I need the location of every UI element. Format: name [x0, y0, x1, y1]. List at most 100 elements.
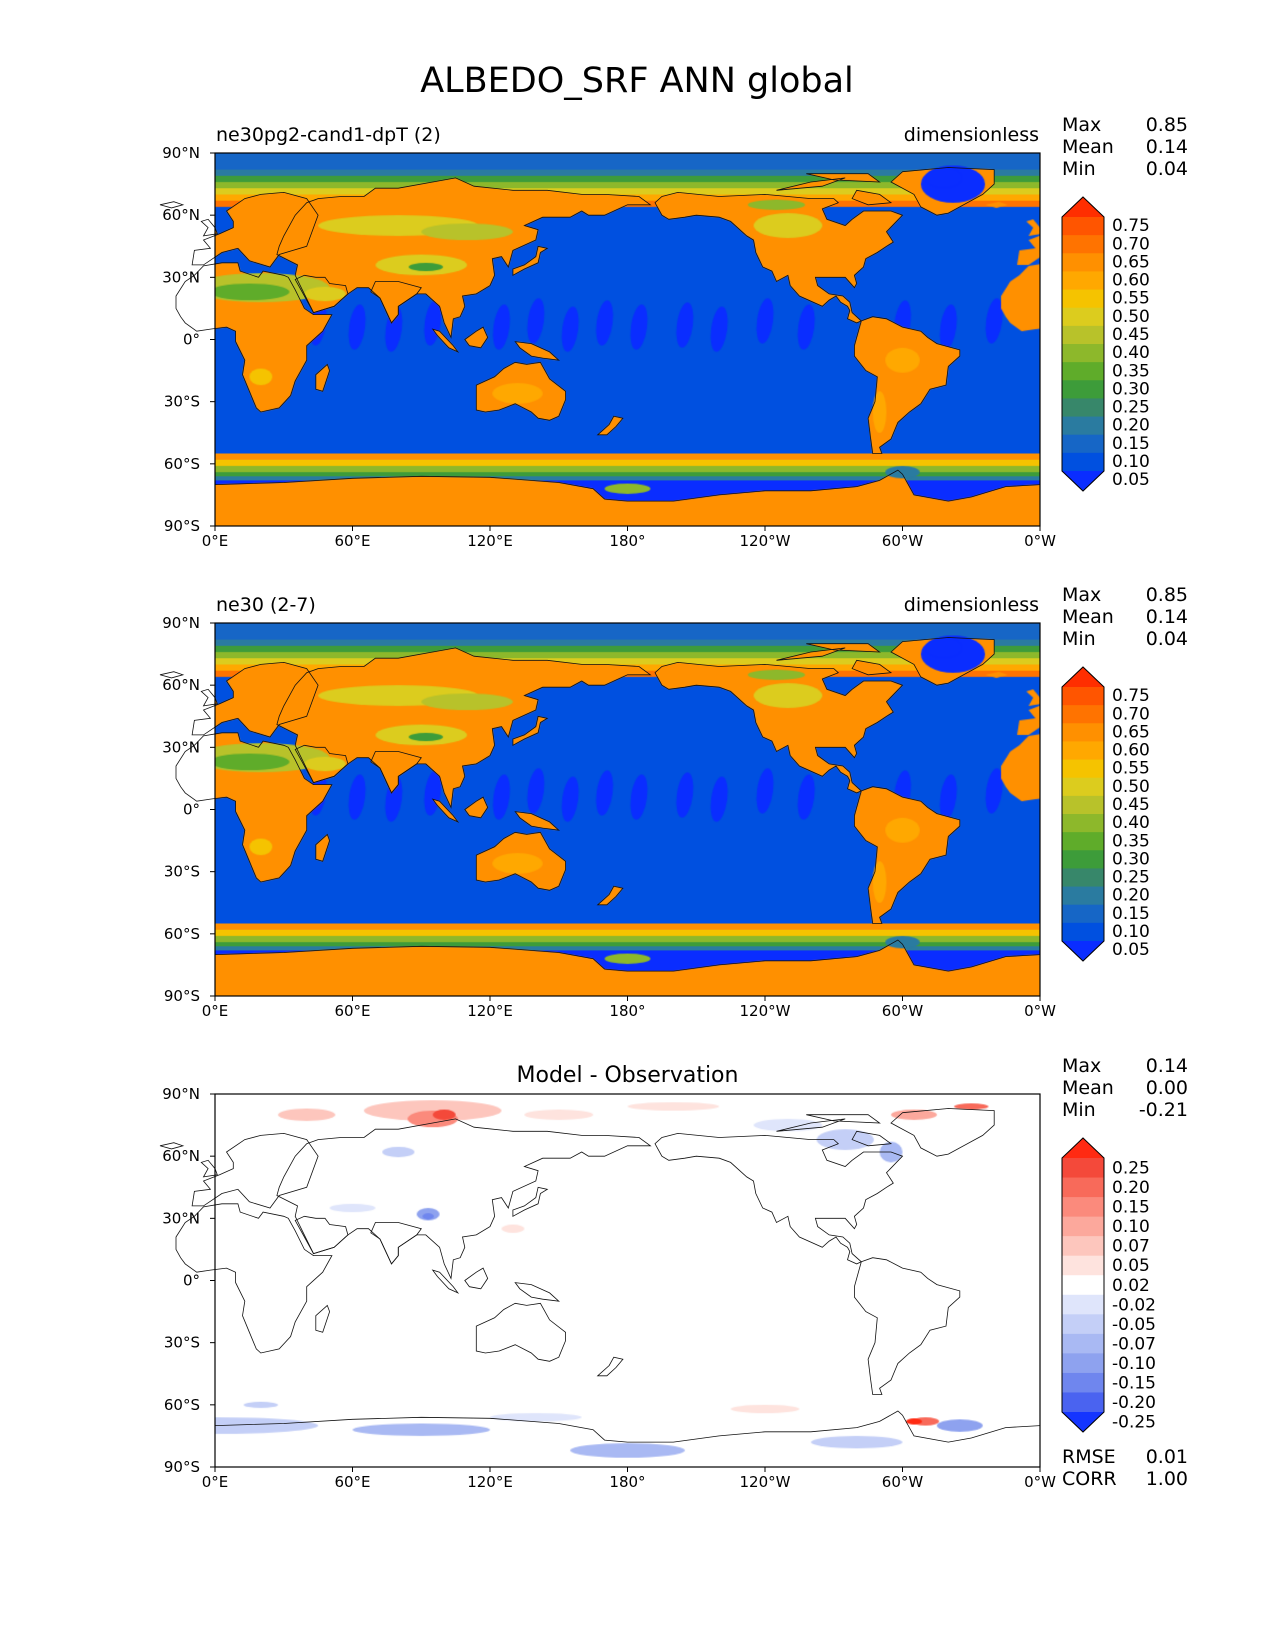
coast-madagascar — [315, 363, 331, 392]
colorbar-swatch — [1062, 325, 1104, 345]
colorbar-swatch — [1062, 1372, 1104, 1394]
colorbar-swatch — [1062, 398, 1104, 418]
colorbar-swatch — [1062, 217, 1104, 236]
lat-tick-label: 30°S — [164, 1334, 200, 1352]
lon-tick-label: 180° — [609, 1473, 645, 1491]
coast-borneo — [464, 1267, 489, 1290]
lon-tick-label: 60°E — [334, 1473, 370, 1491]
colorbar-swatch — [1062, 741, 1104, 761]
coast-britain — [200, 688, 218, 707]
colorbar-swatch — [1062, 1353, 1104, 1374]
coast-arctic1 — [776, 647, 846, 661]
coast-iceland — [159, 1142, 185, 1150]
colorbar-level-label: 0.10 — [1112, 452, 1150, 472]
colorbar-level-label: 0.20 — [1112, 416, 1150, 436]
lon-tick-label: 180° — [609, 1002, 645, 1020]
colorbar-outline — [1061, 196, 1105, 492]
colorbar-extend-bottom — [1062, 941, 1104, 961]
lon-tick-label: 60°E — [334, 1002, 370, 1020]
colorbar-level-label: 0.15 — [1112, 904, 1150, 924]
stat-label: Mean — [1062, 136, 1114, 158]
lat-tick-label: 0° — [183, 1272, 200, 1290]
coastline-0 — [159, 167, 1041, 502]
lon-tick-label: 0°E — [202, 1002, 229, 1020]
coast-sumatra — [431, 798, 460, 823]
colorbar-swatch — [1062, 1255, 1104, 1276]
stat-value: -0.21 — [1139, 1099, 1188, 1121]
panels: 0°E 60°E 120°E 180° 120°W 60°W 0°W 90°N 60°N 30°N… — [159, 114, 1188, 1491]
coast-samerica — [854, 316, 961, 454]
stat-label: Min — [1062, 628, 1096, 650]
stat-label: Min — [1062, 158, 1096, 180]
coast-arctic3 — [851, 659, 893, 676]
coast-india — [370, 751, 422, 794]
colorbar-level-label: 0.15 — [1112, 434, 1150, 454]
colorbar-level-label: -0.20 — [1112, 1393, 1156, 1413]
lat-tick-label: 90°N — [162, 614, 200, 632]
coast-arctic2 — [806, 643, 881, 653]
colorbar-level-label: 0.05 — [1112, 1256, 1150, 1276]
coast-antarctica — [214, 939, 1041, 972]
coast-arctic3 — [851, 1130, 893, 1147]
colorbar-swatch — [1062, 1314, 1104, 1335]
coast-namerica — [654, 661, 904, 794]
coast-sumatra — [431, 1269, 460, 1294]
stat-value: 0.85 — [1146, 114, 1188, 136]
colorbar-level-label: 0.30 — [1112, 849, 1150, 869]
coast-nzealand — [596, 885, 624, 906]
map-field-3 — [215, 1094, 1040, 1467]
coastline-1 — [159, 637, 1041, 972]
coast-samerica — [854, 1257, 961, 1395]
colorbar-level-label: 0.70 — [1112, 704, 1150, 724]
stat-value: 0.04 — [1146, 628, 1188, 650]
colorbar-swatch — [1062, 235, 1104, 254]
stat-value: 0.14 — [1146, 136, 1188, 158]
lat-tick-label: 30°N — [162, 268, 200, 286]
lat-tick-label: 90°S — [164, 517, 200, 535]
coast-europe — [191, 191, 319, 268]
coast-britain — [200, 1159, 218, 1178]
colorbar-swatch — [1062, 759, 1104, 779]
colorbar-swatch — [1062, 1294, 1104, 1315]
colorbar-level-label: -0.25 — [1112, 1413, 1156, 1433]
coast-borneo — [464, 796, 489, 819]
lat-tick-label: 0° — [183, 801, 200, 819]
lat-tick-label: 90°S — [164, 1458, 200, 1476]
colorbar-level-label: 0.35 — [1112, 831, 1150, 851]
lat-tick-label: 90°N — [162, 144, 200, 162]
panel-left-title: ne30pg2-cand1-dpT (2) — [216, 124, 441, 146]
stat-value: 0.14 — [1146, 1055, 1188, 1077]
stat-value: 0.14 — [1146, 606, 1188, 628]
colorbar-extend-top — [1062, 667, 1104, 687]
colorbar-swatch — [1062, 1216, 1104, 1237]
colorbar-level-label: 0.45 — [1112, 795, 1150, 815]
stat-value: 0.85 — [1146, 584, 1188, 606]
colorbar-swatch — [1062, 289, 1104, 309]
colorbar-swatch — [1062, 687, 1104, 706]
colorbar-swatch — [1062, 1177, 1104, 1198]
colorbar-swatch — [1062, 1158, 1104, 1179]
stat-value: 0.00 — [1146, 1077, 1188, 1099]
coast-japan — [512, 1186, 549, 1217]
coast-arctic2 — [806, 1114, 881, 1124]
colorbar-swatch — [1062, 904, 1104, 924]
coast-britain — [200, 218, 218, 237]
colorbar: 0.750.700.650.600.550.500.450.400.350.30… — [1061, 196, 1150, 492]
lon-tick-label: 120°E — [467, 1473, 513, 1491]
colorbar-level-label: 0.05 — [1112, 470, 1150, 490]
lon-tick-label: 60°W — [882, 1473, 924, 1491]
stat-label: Max — [1062, 1055, 1101, 1077]
coast-sumatra — [431, 328, 460, 353]
lat-tick-label: 60°N — [162, 206, 200, 224]
colorbar-level-label: 0.50 — [1112, 777, 1150, 797]
coast-australia — [475, 831, 566, 891]
stat-label: Min — [1062, 1099, 1096, 1121]
colorbar-swatch — [1062, 795, 1104, 815]
coast-newguinea — [514, 811, 561, 831]
colorbar-level-label: 0.55 — [1112, 289, 1150, 309]
footer-stat-label: RMSE — [1062, 1446, 1116, 1468]
coast-antarctica — [214, 469, 1041, 502]
lon-tick-label: 0°E — [202, 1473, 229, 1491]
colorbar-level-label: 0.07 — [1112, 1237, 1150, 1257]
lon-tick-label: 0°W — [1024, 532, 1056, 550]
